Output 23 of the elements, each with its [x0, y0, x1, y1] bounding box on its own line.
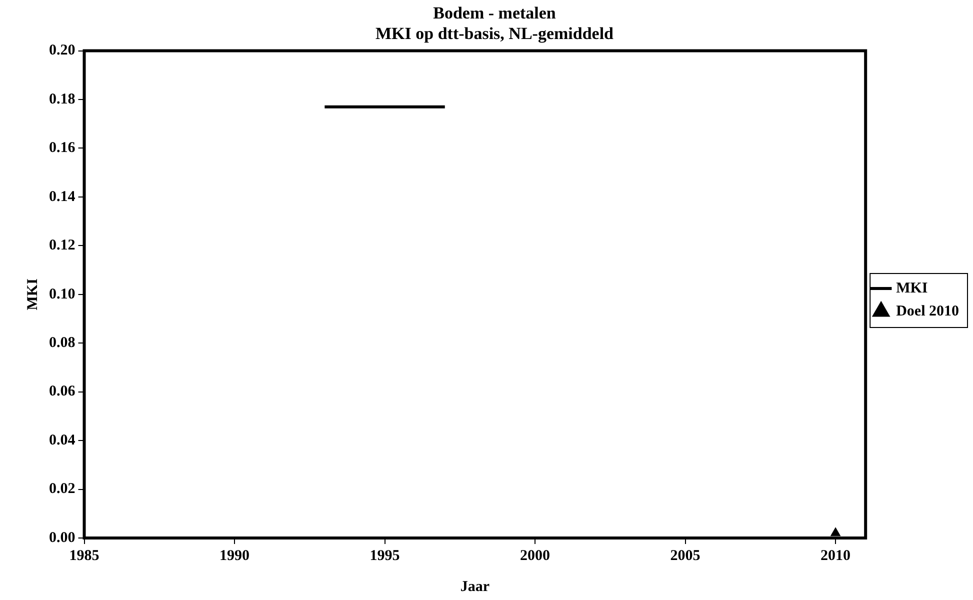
chart-subtitle: MKI op dtt-basis, NL-gemiddeld [375, 24, 614, 43]
x-tick-label: 1995 [370, 548, 400, 564]
x-tick-label: 1985 [69, 548, 100, 564]
y-tick-label: 0.18 [49, 91, 76, 108]
y-tick-label: 0.16 [49, 140, 76, 156]
y-axis-title: MKI [24, 278, 41, 310]
x-tick-label: 1990 [220, 548, 250, 564]
y-tick-label: 0.14 [49, 188, 76, 205]
y-tick-label: 0.02 [49, 481, 76, 498]
chart-title: Bodem - metalen [433, 4, 556, 23]
y-tick-label: 0.10 [49, 286, 76, 302]
x-tick-label: 2010 [820, 548, 851, 564]
legend-label: Doel 2010 [896, 303, 960, 320]
y-tick-label: 0.12 [49, 238, 76, 254]
y-tick-label: 0.06 [49, 384, 76, 400]
legend-label: MKI [896, 280, 928, 296]
x-tick-label: 2000 [520, 548, 550, 564]
y-tick-label: 0.08 [49, 334, 76, 351]
x-axis-title: Jaar [460, 578, 490, 595]
y-tick-label: 0.00 [49, 530, 76, 546]
x-tick-label: 2005 [670, 548, 700, 564]
y-tick-label: 0.20 [49, 42, 76, 59]
y-tick-label: 0.04 [49, 432, 76, 448]
